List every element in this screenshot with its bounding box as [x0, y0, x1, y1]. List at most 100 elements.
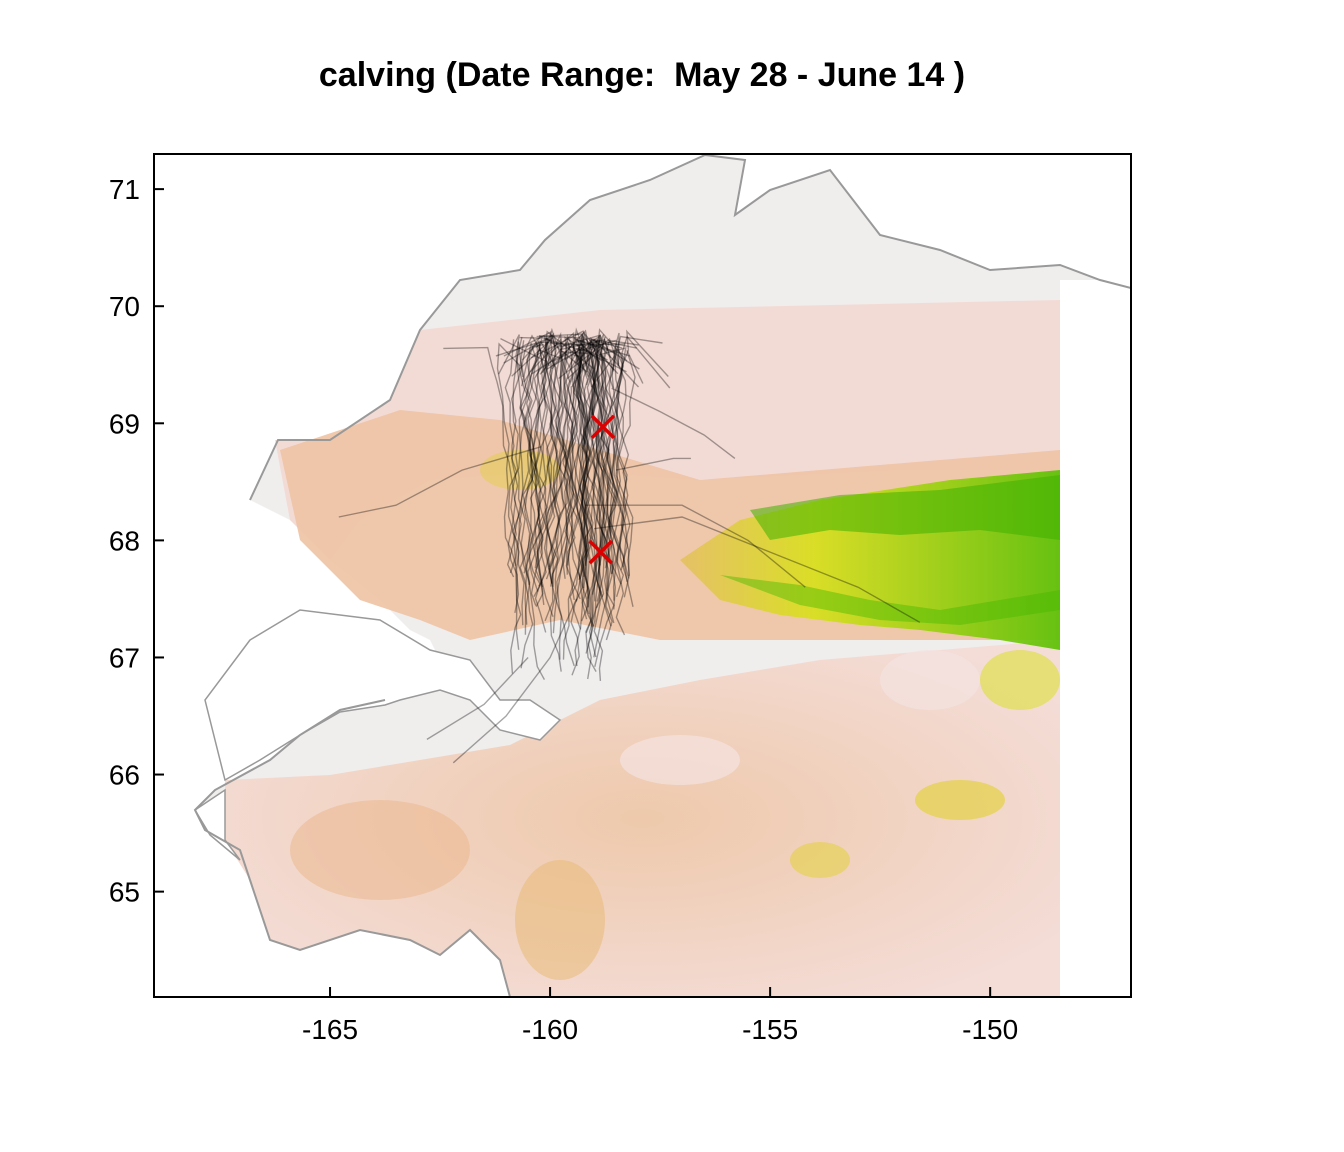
caribou-track [551, 329, 600, 602]
caribou-track [575, 335, 613, 591]
caribou-track [595, 354, 622, 585]
caribou-track [540, 338, 584, 605]
caribou-track [516, 341, 534, 625]
caribou-track [529, 332, 555, 608]
caribou-track [512, 336, 531, 635]
caribou-track [527, 386, 573, 680]
caribou-track [608, 329, 669, 582]
caribou-track [558, 337, 627, 681]
caribou-track [452, 598, 578, 764]
caribou-track [495, 341, 547, 633]
caribou-track [605, 343, 624, 610]
calving-center-south-marker [588, 539, 613, 565]
caribou-track [551, 342, 591, 588]
y-tick-label: 68 [109, 525, 140, 556]
caribou-track [586, 349, 625, 574]
y-axis: 65 66 67 68 69 70 71 [109, 174, 164, 908]
caribou-track [511, 335, 561, 568]
caribou-track [538, 335, 611, 569]
caribou-track [583, 338, 637, 654]
caribou-track [552, 348, 608, 634]
caribou-track [585, 504, 806, 588]
caribou-track [529, 337, 565, 585]
y-tick-label: 70 [109, 291, 140, 322]
caribou-tracks [338, 327, 921, 764]
y-tick-label: 71 [109, 174, 140, 205]
x-tick-label: -165 [302, 1014, 358, 1045]
caribou-track [573, 336, 601, 627]
caribou-track [523, 334, 566, 579]
caribou-track [546, 347, 593, 566]
caribou-track [504, 339, 522, 674]
caribou-track [549, 331, 601, 566]
y-tick-label: 69 [109, 408, 140, 439]
caribou-track [586, 352, 610, 658]
caribou-track [603, 348, 624, 624]
caribou-track [562, 338, 623, 660]
caribou-track [617, 349, 644, 598]
caribou-track [518, 341, 583, 586]
caribou-track [539, 339, 596, 602]
caribou-track [582, 335, 663, 680]
caribou-track [574, 328, 628, 622]
caribou-track [585, 340, 610, 672]
y-tick-label: 66 [109, 760, 140, 791]
caribou-track [500, 337, 562, 672]
caribou-track [536, 333, 591, 601]
caribou-track [576, 347, 627, 577]
caribou-track [530, 350, 590, 606]
caribou-track [569, 338, 617, 667]
caribou-track [611, 332, 630, 598]
caribou-track [511, 342, 538, 626]
caribou-track [565, 336, 608, 600]
caribou-track [426, 657, 529, 740]
caribou-track [565, 336, 630, 579]
x-tick-label: -150 [962, 1014, 1018, 1045]
caribou-track [582, 331, 615, 641]
calving-markers [588, 414, 616, 565]
caribou-track [596, 337, 612, 627]
caribou-track [578, 339, 617, 580]
caribou-track [563, 334, 619, 566]
caribou-track [594, 516, 921, 623]
caribou-track [584, 338, 640, 609]
caribou-track [542, 331, 575, 667]
caribou-track [519, 336, 543, 669]
caribou-track [521, 340, 555, 584]
caribou-track [507, 340, 533, 614]
caribou-track [497, 334, 548, 588]
caribou-track [544, 327, 571, 587]
caribou-track [519, 348, 561, 587]
calving-center-north-marker [590, 414, 616, 440]
caribou-track [580, 337, 600, 628]
caribou-track [611, 387, 736, 459]
caribou-track [443, 346, 520, 650]
caribou-track [570, 338, 631, 676]
y-tick-label: 67 [109, 642, 140, 673]
caribou-track [530, 330, 598, 595]
caribou-track [566, 327, 585, 579]
caribou-track [534, 336, 603, 569]
caribou-track [557, 334, 634, 607]
caribou-track [551, 345, 592, 633]
sea-area [193, 609, 562, 861]
caribou-track [566, 345, 629, 571]
caribou-track [590, 353, 626, 636]
caribou-track [573, 354, 589, 630]
caribou-track [536, 335, 588, 618]
x-axis: -165 -160 -155 -150 [302, 987, 1018, 1045]
caribou-track [588, 337, 640, 658]
caribou-track [563, 334, 589, 575]
caribou-track [503, 330, 568, 622]
caribou-track [496, 342, 521, 578]
x-tick-label: -160 [522, 1014, 578, 1045]
caribou-track [615, 335, 671, 577]
chart-title: calving (Date Range: May 28 - June 14 ) [318, 56, 966, 94]
caribou-track [571, 334, 631, 568]
caribou-track [570, 332, 589, 620]
caribou-track [531, 350, 570, 580]
caribou-track [594, 347, 627, 667]
plot-frame [153, 153, 1132, 998]
y-tick-label: 65 [109, 877, 140, 908]
